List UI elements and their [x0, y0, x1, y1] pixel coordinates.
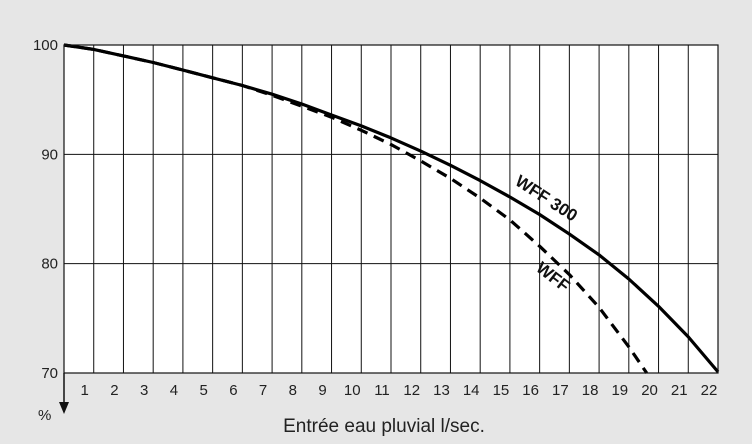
x-tick-label-11: 11: [374, 382, 390, 399]
y-tick-label-90: 90: [41, 146, 58, 163]
x-tick-label-15: 15: [493, 382, 510, 399]
x-tick-label-4: 4: [170, 382, 178, 399]
x-tick-label-10: 10: [344, 382, 361, 399]
x-tick-label-8: 8: [289, 382, 297, 399]
x-tick-label-19: 19: [611, 382, 628, 399]
x-tick-label-9: 9: [318, 382, 326, 399]
y-axis-arrow: [59, 373, 69, 414]
x-tick-label-3: 3: [140, 382, 148, 399]
x-tick-label-6: 6: [229, 382, 237, 399]
y-tick-label-100: 100: [33, 37, 58, 54]
y-arrow-head: [59, 402, 69, 414]
series-line-wff: [63, 43, 649, 374]
x-tick-label-7: 7: [259, 382, 267, 399]
y-tick-labels: 70 80 90 100: [33, 37, 58, 382]
x-tick-label-20: 20: [641, 382, 658, 399]
x-tick-label-14: 14: [463, 382, 480, 399]
x-axis-label: Entrée eau pluvial l/sec.: [283, 416, 485, 437]
y-axis-label: %: [38, 407, 51, 424]
series-layer: [63, 43, 720, 374]
x-tick-label-2: 2: [110, 382, 118, 399]
grid: [64, 45, 718, 373]
y-tick-label-80: 80: [41, 256, 58, 273]
y-tick-label-70: 70: [41, 365, 58, 382]
x-tick-label-22: 22: [701, 382, 718, 399]
x-tick-label-13: 13: [433, 382, 450, 399]
x-tick-labels: 1 2 3 4 5 6 7 8 9 10 11 12 13 14 15 16 17 18 19 20 21 22: [81, 382, 718, 399]
plot-border: [63, 44, 719, 374]
x-tick-label-21: 21: [671, 382, 688, 399]
x-tick-label-1: 1: [81, 382, 89, 399]
x-tick-label-12: 12: [403, 382, 420, 399]
x-tick-label-5: 5: [199, 382, 207, 399]
x-tick-label-18: 18: [582, 382, 599, 399]
x-tick-label-17: 17: [552, 382, 569, 399]
x-tick-label-16: 16: [522, 382, 539, 399]
